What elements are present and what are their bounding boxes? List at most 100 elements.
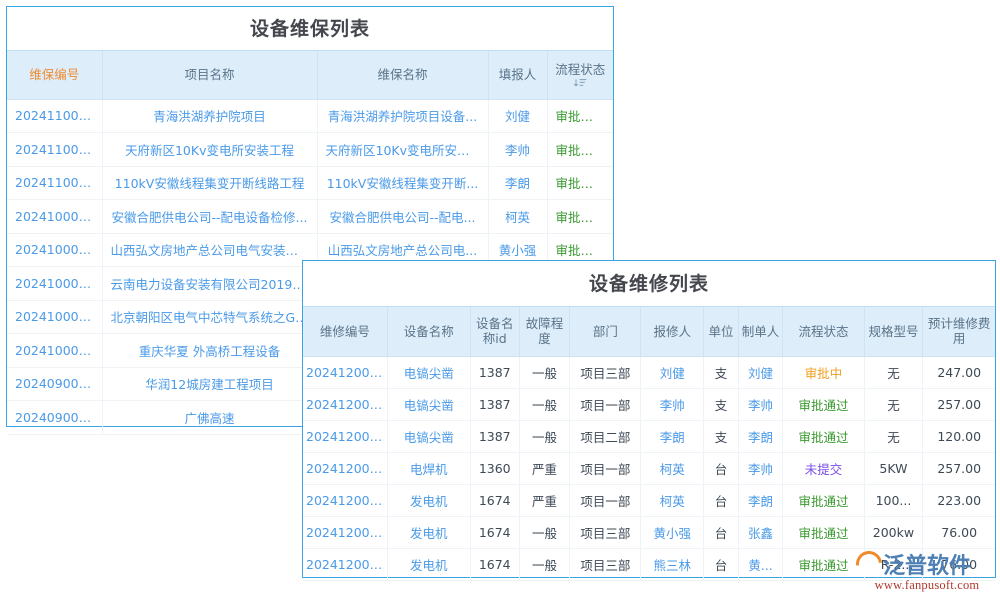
col-header-device-name[interactable]: 设备名称 bbox=[387, 307, 471, 357]
cell-maintenance-id[interactable]: 2024090003 bbox=[7, 367, 103, 401]
cell-repair-id[interactable]: 2024120007 bbox=[303, 452, 388, 485]
cell-reporter[interactable]: 李帅 bbox=[640, 388, 705, 421]
cell-maintenance-id[interactable]: 2024100006 bbox=[7, 199, 103, 234]
cell-estimated-cost: 120.00 bbox=[922, 420, 995, 453]
cell-flow-status: 未提交 bbox=[782, 452, 865, 485]
cell-project-name[interactable]: 北京朝阳区电气中芯特气系统之GM... bbox=[102, 300, 318, 334]
cell-flow-status: 审批通过 bbox=[547, 199, 613, 234]
cell-flow-status: 审批中 bbox=[782, 356, 865, 389]
cell-creator[interactable]: 李朗 bbox=[738, 420, 784, 453]
table-row[interactable]: 2024120010 电镐尖凿 1387 一般 项目三部 刘健支刘健 审批中无 247.00 bbox=[303, 356, 995, 389]
cell-repair-id[interactable]: 2024120008 bbox=[303, 420, 388, 453]
cell-creator[interactable]: 刘健 bbox=[738, 356, 784, 389]
cell-estimated-cost: 76.00 bbox=[922, 548, 995, 581]
table-row[interactable]: 2024120006 发电机 1674 严重 项目一部 柯英台李朗 审批通过 100... 22… bbox=[303, 484, 995, 517]
cell-fault-level: 严重 bbox=[519, 484, 571, 517]
cell-reporter[interactable]: 李帅 bbox=[488, 132, 548, 167]
col-header-device-id[interactable]: 设备名称id bbox=[470, 307, 520, 357]
col-header-spec-model[interactable]: 规格型号 bbox=[864, 307, 924, 357]
cell-reporter[interactable]: 柯英 bbox=[488, 199, 548, 234]
cell-department: 项目三部 bbox=[569, 356, 642, 389]
cell-maintenance-id[interactable]: 2024110002 bbox=[7, 132, 103, 167]
cell-device-id: 1674 bbox=[470, 484, 520, 517]
cell-creator[interactable]: 李帅 bbox=[738, 388, 784, 421]
table-row[interactable]: 2024110003 青海洪湖养护院项目 青海洪湖养护院项目设备... 刘健 审批通过 bbox=[7, 99, 613, 133]
cell-project-name[interactable]: 广佛高速 bbox=[102, 400, 318, 435]
cell-device-name[interactable]: 发电机 bbox=[387, 548, 471, 581]
cell-repair-id[interactable]: 2024120006 bbox=[303, 484, 388, 517]
cell-repair-id[interactable]: 2024120005 bbox=[303, 516, 388, 549]
cell-maintenance-name[interactable]: 天府新区10Kv变电所安装... bbox=[317, 132, 489, 167]
cell-creator[interactable]: 黄... bbox=[738, 548, 784, 581]
cell-spec-model: 无 bbox=[864, 356, 924, 389]
cell-flow-status: 审批通过 bbox=[782, 388, 865, 421]
cell-device-name[interactable]: 电焊机 bbox=[387, 452, 471, 485]
col-header-reporter[interactable]: 填报人 bbox=[488, 51, 548, 100]
col-header-flow-status[interactable]: 流程状态 bbox=[547, 51, 613, 100]
table-row[interactable]: 2024120007 电焊机 1360 严重 项目一部 柯英台李帅 未提交 5KW 257.00 bbox=[303, 452, 995, 485]
cell-creator[interactable]: 张鑫 bbox=[738, 516, 784, 549]
col-header-repair-id[interactable]: 维修编号 bbox=[303, 307, 388, 357]
cell-maintenance-id[interactable]: 2024110001 bbox=[7, 166, 103, 200]
maintenance-panel-title: 设备维保列表 bbox=[7, 7, 613, 51]
cell-device-name[interactable]: 电镐尖凿 bbox=[387, 420, 471, 453]
cell-device-name[interactable]: 电镐尖凿 bbox=[387, 356, 471, 389]
cell-maintenance-name[interactable]: 110kV安徽线程集变开断... bbox=[317, 166, 489, 200]
cell-maintenance-id[interactable]: 2024100005 bbox=[7, 233, 103, 267]
col-header-flow-status[interactable]: 流程状态 bbox=[782, 307, 865, 357]
cell-repair-id[interactable]: 2024120009 bbox=[303, 388, 388, 421]
col-header-maintenance-name[interactable]: 维保名称 bbox=[317, 51, 489, 100]
cell-project-name[interactable]: 华润12城房建工程项目 bbox=[102, 367, 318, 401]
cell-fault-level: 一般 bbox=[519, 516, 571, 549]
col-header-estimated-cost[interactable]: 预计维修费用 bbox=[922, 307, 995, 357]
cell-maintenance-id[interactable]: 2024090002 bbox=[7, 400, 103, 435]
cell-maintenance-id[interactable]: 2024110003 bbox=[7, 99, 103, 133]
table-row[interactable]: 2024110002 天府新区10Kv变电所安装工程 天府新区10Kv变电所安装..… bbox=[7, 132, 613, 167]
cell-maintenance-id[interactable]: 2024100001 bbox=[7, 333, 103, 368]
col-header-fault-level[interactable]: 故障程度 bbox=[519, 307, 571, 357]
cell-unit: 支 bbox=[703, 356, 739, 389]
cell-creator[interactable]: 李朗 bbox=[738, 484, 784, 517]
cell-project-name[interactable]: 云南电力设备安装有限公司2019--2... bbox=[102, 266, 318, 301]
table-row[interactable]: 2024100006 安徽合肥供电公司--配电设备检修... 安徽合肥供电公司--配… bbox=[7, 199, 613, 234]
cell-creator[interactable]: 李帅 bbox=[738, 452, 784, 485]
cell-reporter[interactable]: 黄小强 bbox=[640, 516, 705, 549]
cell-reporter[interactable]: 刘健 bbox=[488, 99, 548, 133]
cell-project-name[interactable]: 安徽合肥供电公司--配电设备检修... bbox=[102, 199, 318, 234]
cell-device-name[interactable]: 发电机 bbox=[387, 516, 471, 549]
cell-device-name[interactable]: 电镐尖凿 bbox=[387, 388, 471, 421]
cell-maintenance-name[interactable]: 青海洪湖养护院项目设备... bbox=[317, 99, 489, 133]
cell-reporter[interactable]: 柯英 bbox=[640, 452, 705, 485]
cell-reporter[interactable]: 熊三林 bbox=[640, 548, 705, 581]
table-row[interactable]: 2024120004 发电机 1674 一般 项目三部 熊三林台黄... 审批通过 FR-2.… bbox=[303, 548, 995, 581]
cell-project-name[interactable]: 110kV安徽线程集变开断线路工程 bbox=[102, 166, 318, 200]
cell-maintenance-id[interactable]: 2024100002 bbox=[7, 300, 103, 334]
col-header-department[interactable]: 部门 bbox=[569, 307, 642, 357]
cell-device-name[interactable]: 发电机 bbox=[387, 484, 471, 517]
cell-project-name[interactable]: 山西弘文房地产总公司电气安装工程 bbox=[102, 233, 318, 267]
table-row[interactable]: 2024120008 电镐尖凿 1387 一般 项目二部 李朗支李朗 审批通过无 120.00 bbox=[303, 420, 995, 453]
cell-project-name[interactable]: 青海洪湖养护院项目 bbox=[102, 99, 318, 133]
table-row[interactable]: 2024110001 110kV安徽线程集变开断线路工程 110kV安徽线程集变开断… bbox=[7, 166, 613, 200]
cell-device-id: 1674 bbox=[470, 548, 520, 581]
table-row[interactable]: 2024120005 发电机 1674 一般 项目三部 黄小强台张鑫 审批通过 200kw 76… bbox=[303, 516, 995, 549]
col-header-unit[interactable]: 单位 bbox=[703, 307, 739, 357]
cell-maintenance-id[interactable]: 2024100004 bbox=[7, 266, 103, 301]
cell-reporter[interactable]: 李朗 bbox=[640, 420, 705, 453]
cell-repair-id[interactable]: 2024120004 bbox=[303, 548, 388, 581]
col-header-maintenance-id[interactable]: 维保编号 bbox=[7, 51, 103, 100]
cell-reporter[interactable]: 刘健 bbox=[640, 356, 705, 389]
cell-maintenance-name[interactable]: 安徽合肥供电公司--配电... bbox=[317, 199, 489, 234]
cell-project-name[interactable]: 天府新区10Kv变电所安装工程 bbox=[102, 132, 318, 167]
cell-reporter[interactable]: 柯英 bbox=[640, 484, 705, 517]
cell-flow-status: 审批通过 bbox=[547, 166, 613, 200]
col-header-creator[interactable]: 制单人 bbox=[738, 307, 784, 357]
cell-reporter[interactable]: 李朗 bbox=[488, 166, 548, 200]
col-header-project-name[interactable]: 项目名称 bbox=[102, 51, 318, 100]
table-row[interactable]: 2024120009 电镐尖凿 1387 一般 项目一部 李帅支李帅 审批通过无 257.00 bbox=[303, 388, 995, 421]
cell-project-name[interactable]: 重庆华夏 外高桥工程设备 bbox=[102, 333, 318, 368]
cell-unit: 台 bbox=[703, 452, 739, 485]
sort-ascending-icon[interactable] bbox=[573, 78, 587, 87]
cell-repair-id[interactable]: 2024120010 bbox=[303, 356, 388, 389]
col-header-reporter[interactable]: 报修人 bbox=[640, 307, 705, 357]
